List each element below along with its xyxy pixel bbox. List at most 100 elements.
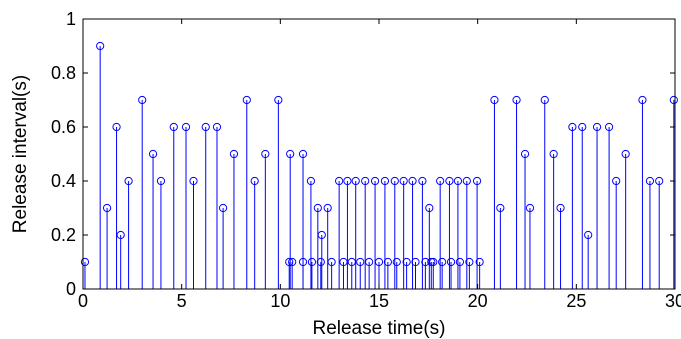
- stem-39: [365, 257, 374, 289]
- stem-marker: [80, 257, 90, 267]
- stem-57: [445, 176, 454, 289]
- stem-78: [612, 176, 621, 289]
- stem-marker: [436, 176, 445, 186]
- stem-24: [298, 257, 308, 289]
- stem-marker: [556, 203, 565, 213]
- x-tick-label: 10: [270, 291, 290, 311]
- stem-22: [288, 257, 297, 289]
- stem-marker: [361, 176, 370, 186]
- stem-marker: [317, 230, 326, 240]
- stem-56: [438, 257, 447, 289]
- stem-61: [462, 176, 471, 289]
- stem-marker: [408, 176, 417, 186]
- stem-65: [490, 95, 499, 289]
- stem-marker: [383, 257, 392, 267]
- stem-73: [568, 122, 577, 289]
- stem-47: [402, 257, 411, 289]
- stem-marker: [411, 257, 420, 267]
- stem-marker: [343, 176, 352, 186]
- stem-19: [274, 95, 283, 289]
- stem-marker: [286, 149, 295, 159]
- stem-marker: [242, 95, 251, 105]
- stem-marker: [612, 176, 621, 186]
- stem-marker: [465, 257, 474, 267]
- stem-58: [446, 257, 456, 289]
- stem-20: [286, 149, 295, 289]
- y-tick-label: 1: [66, 9, 76, 29]
- stem-35: [347, 257, 356, 289]
- stem-38: [361, 176, 370, 289]
- stem-63: [472, 176, 482, 289]
- stem-marker: [307, 257, 317, 267]
- stem-marker: [475, 257, 484, 267]
- y-tick-label: 0.2: [51, 225, 76, 245]
- stem-2: [102, 203, 112, 289]
- stem-marker: [298, 149, 308, 159]
- stem-59: [453, 176, 463, 289]
- stem-83: [669, 95, 678, 289]
- stem-14: [219, 203, 228, 289]
- stem-36: [351, 176, 360, 289]
- stem-marker: [156, 176, 166, 186]
- stem-76: [592, 122, 602, 289]
- stem-40: [370, 176, 380, 289]
- stem-marker: [298, 257, 308, 267]
- stem-16: [242, 95, 251, 289]
- stem-34: [343, 176, 352, 289]
- stem-marker: [356, 257, 365, 267]
- stem-marker: [578, 122, 587, 132]
- stem-marker: [250, 176, 259, 186]
- stem-marker: [96, 41, 105, 51]
- stem-marker: [427, 257, 436, 267]
- stem-marker: [392, 257, 401, 267]
- stem-marker: [323, 203, 332, 213]
- stem-marker: [540, 95, 549, 105]
- stem-marker: [462, 176, 471, 186]
- stem-33: [339, 257, 348, 289]
- stem-marker: [313, 203, 322, 213]
- stem-72: [556, 203, 565, 289]
- stem-27: [313, 203, 322, 289]
- stem-marker: [112, 122, 121, 132]
- stem-marker: [512, 95, 521, 105]
- stem-marker: [116, 230, 125, 240]
- stem-44: [390, 176, 399, 289]
- stem-15: [229, 149, 239, 289]
- stem-marker: [124, 176, 133, 186]
- stem-marker: [645, 176, 655, 186]
- stem-marker: [219, 203, 228, 213]
- stem-marker: [212, 122, 222, 132]
- y-tick-label: 0: [66, 279, 76, 299]
- stem-marker: [365, 257, 374, 267]
- stem-62: [465, 257, 474, 289]
- stem-42: [380, 176, 390, 289]
- stem-6: [138, 95, 147, 289]
- stem-53: [427, 257, 436, 289]
- stem-marker: [549, 149, 558, 159]
- stem-marker: [102, 203, 112, 213]
- stem-29: [317, 230, 326, 289]
- stem-12: [201, 122, 210, 289]
- stem-30: [323, 203, 332, 289]
- stem-21: [285, 257, 294, 289]
- stem-71: [549, 149, 558, 289]
- stem-marker: [525, 203, 535, 213]
- stem-marker: [496, 203, 505, 213]
- stem-marker: [568, 122, 577, 132]
- stem-marker: [446, 257, 456, 267]
- x-axis-label: Release time(s): [312, 318, 445, 339]
- stem-marker: [438, 257, 447, 267]
- stem-11: [189, 176, 198, 289]
- y-tick-label: 0.4: [51, 171, 76, 191]
- stem-54: [429, 257, 438, 289]
- stem-marker: [390, 176, 399, 186]
- plot-frame: [82, 18, 676, 290]
- stem-49: [411, 257, 420, 289]
- stem-82: [655, 176, 664, 289]
- stem-32: [335, 176, 344, 289]
- stem-marker: [288, 257, 297, 267]
- stem-3: [112, 122, 121, 289]
- stem-marker: [604, 122, 614, 132]
- stem-marker: [148, 149, 158, 159]
- stem-9: [169, 122, 178, 289]
